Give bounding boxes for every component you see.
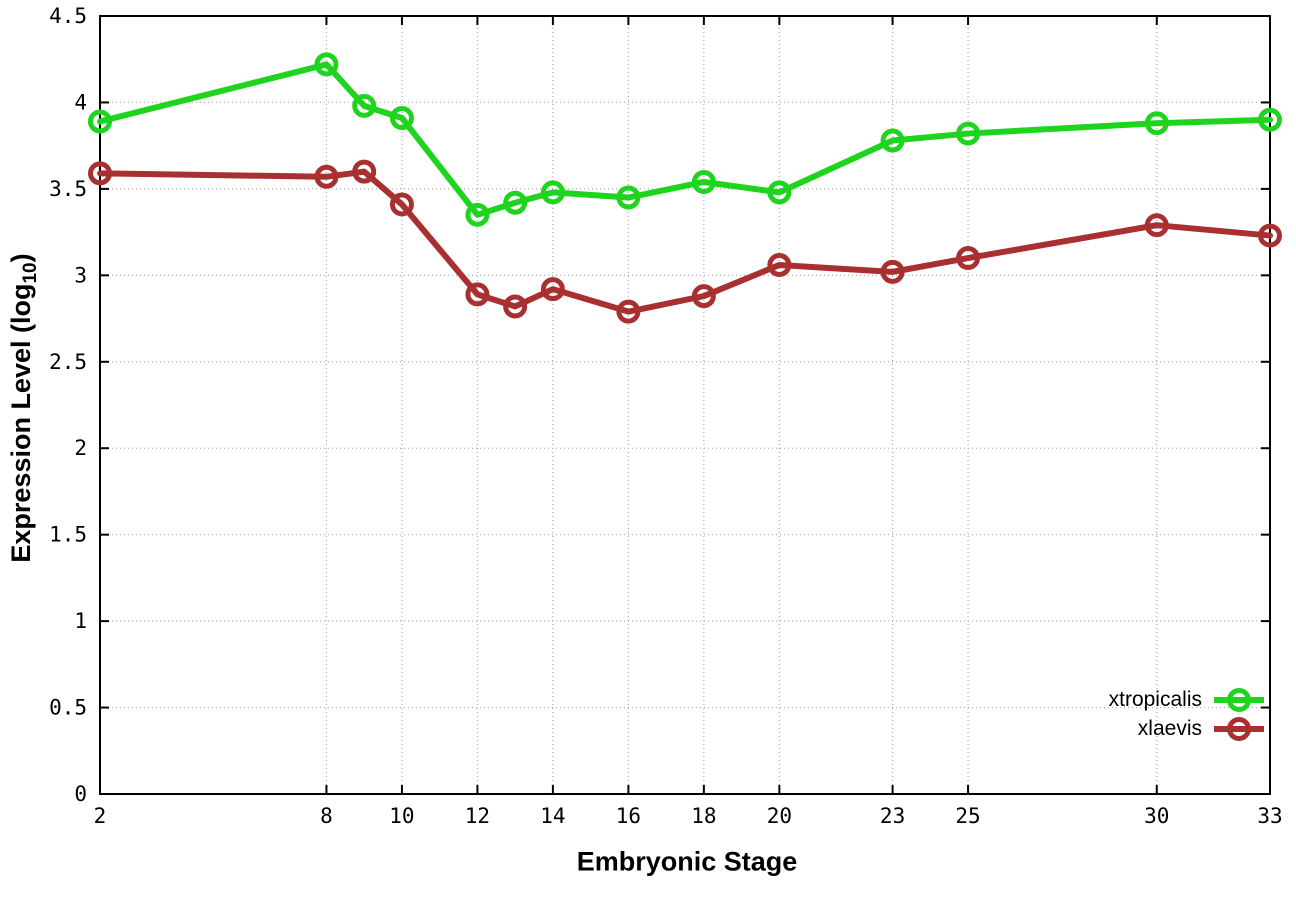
y-tick-label: 3.5 (49, 177, 87, 201)
series-xlaevis-line (97, 168, 1273, 315)
plot-border (99, 15, 1271, 795)
series-xlaevis-point (389, 192, 414, 217)
legend-label: xlaevis (1137, 717, 1202, 740)
series-xlaevis-point (503, 294, 528, 319)
series-xtropicalis-point (1144, 111, 1169, 136)
legend-marker-icon (1214, 688, 1264, 712)
y-axis-title: Expression Level (log10) (6, 253, 42, 562)
series-xtropicalis-point (88, 109, 112, 134)
series-xtropicalis-point (540, 180, 565, 205)
series-xlaevis-point (956, 246, 981, 271)
series-xtropicalis-point (465, 202, 490, 227)
x-tick-label: 10 (389, 804, 414, 828)
x-tick-label: 12 (465, 804, 490, 828)
legend-marker-icon (1214, 717, 1264, 741)
series-xlaevis-point (352, 159, 377, 184)
x-tick-label: 23 (880, 804, 905, 828)
series-xlaevis-point (88, 161, 112, 186)
x-tick-label: 8 (320, 804, 333, 828)
x-tick-label: 18 (691, 804, 716, 828)
series-xtropicalis-point (691, 169, 716, 194)
series-xlaevis-point (880, 259, 905, 284)
x-tick-label: 2 (94, 804, 107, 828)
y-axis-title-text: Expression Level (log (5, 283, 36, 563)
y-tick-label: 1 (74, 609, 87, 633)
series-xlaevis-point (465, 282, 490, 307)
y-tick-label: 4.5 (49, 4, 87, 28)
series-xtropicalis-point (389, 106, 414, 131)
series-xlaevis-point (616, 299, 641, 324)
series-xtropicalis-point (767, 180, 792, 205)
series-xtropicalis-point (314, 52, 339, 77)
legend-entry-xlaevis: xlaevis (1138, 716, 1264, 742)
x-tick-label: 33 (1257, 804, 1282, 828)
y-tick-label: 4 (74, 90, 87, 114)
x-tick-label: 20 (767, 804, 792, 828)
series-xtropicalis-point (616, 185, 641, 210)
x-axis-title: Embryonic Stage (576, 846, 798, 877)
y-axis-title-suffix: ) (5, 253, 36, 263)
y-tick-label: 2 (74, 436, 87, 460)
series-xtropicalis-line (97, 61, 1273, 218)
series-xlaevis-point (1258, 223, 1282, 248)
legend: xtropicalis xlaevis (1109, 687, 1264, 742)
x-tick-label: 16 (616, 804, 641, 828)
series-xtropicalis-point (503, 190, 528, 215)
series-xlaevis-point (314, 164, 339, 189)
legend-label: xtropicalis (1108, 688, 1202, 711)
y-axis-title-subscript: 10 (20, 262, 42, 284)
legend-entry-xtropicalis: xtropicalis (1109, 687, 1264, 713)
x-tick-label: 30 (1144, 804, 1169, 828)
series-xtropicalis-point (956, 121, 981, 146)
series-xlaevis-point (767, 252, 792, 277)
series-xlaevis-point (1144, 213, 1169, 238)
x-tick-label: 25 (955, 804, 980, 828)
y-tick-label: 2.5 (49, 350, 87, 374)
y-tick-label: 1.5 (49, 523, 87, 547)
series-xtropicalis-point (1258, 107, 1282, 132)
y-tick-label: 3 (74, 263, 87, 287)
y-tick-label: 0.5 (49, 696, 87, 720)
y-tick-label: 0 (74, 782, 87, 806)
series-xlaevis-point (691, 284, 716, 309)
x-tick-label: 14 (540, 804, 565, 828)
series-xtropicalis-point (880, 128, 905, 153)
series-xlaevis-point (540, 277, 565, 302)
series-xtropicalis-point (352, 93, 377, 118)
